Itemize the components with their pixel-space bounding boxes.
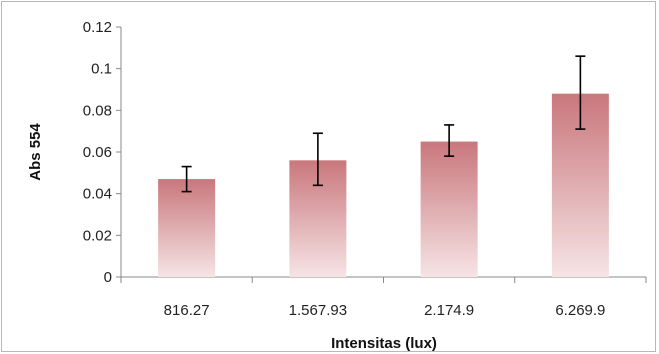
y-tick-label: 0.1 xyxy=(91,61,112,78)
y-tick-label: 0.04 xyxy=(83,186,112,203)
x-axis-title: Intensitas (lux) xyxy=(331,335,437,352)
axis-labels: 0 0.02 0.04 0.06 0.08 0.1 0.12 816.27 1.567.93 2.… xyxy=(83,19,606,319)
x-tick-label: 816.27 xyxy=(164,302,210,319)
bar xyxy=(158,179,216,277)
y-tick-label: 0 xyxy=(104,269,112,286)
x-tick-label: 6.269.9 xyxy=(555,302,605,319)
y-tick-label: 0.08 xyxy=(83,102,112,119)
bar xyxy=(420,141,478,277)
y-tick-label: 0.06 xyxy=(83,144,112,161)
y-tick-label: 0.02 xyxy=(83,227,112,244)
bars xyxy=(158,93,609,278)
y-axis-title: Abs 554 xyxy=(27,123,44,181)
error-bars xyxy=(181,55,586,193)
x-tick-label: 2.174.9 xyxy=(424,302,474,319)
x-tick-label: 1.567.93 xyxy=(289,302,347,319)
y-tick-label: 0.12 xyxy=(83,19,112,36)
